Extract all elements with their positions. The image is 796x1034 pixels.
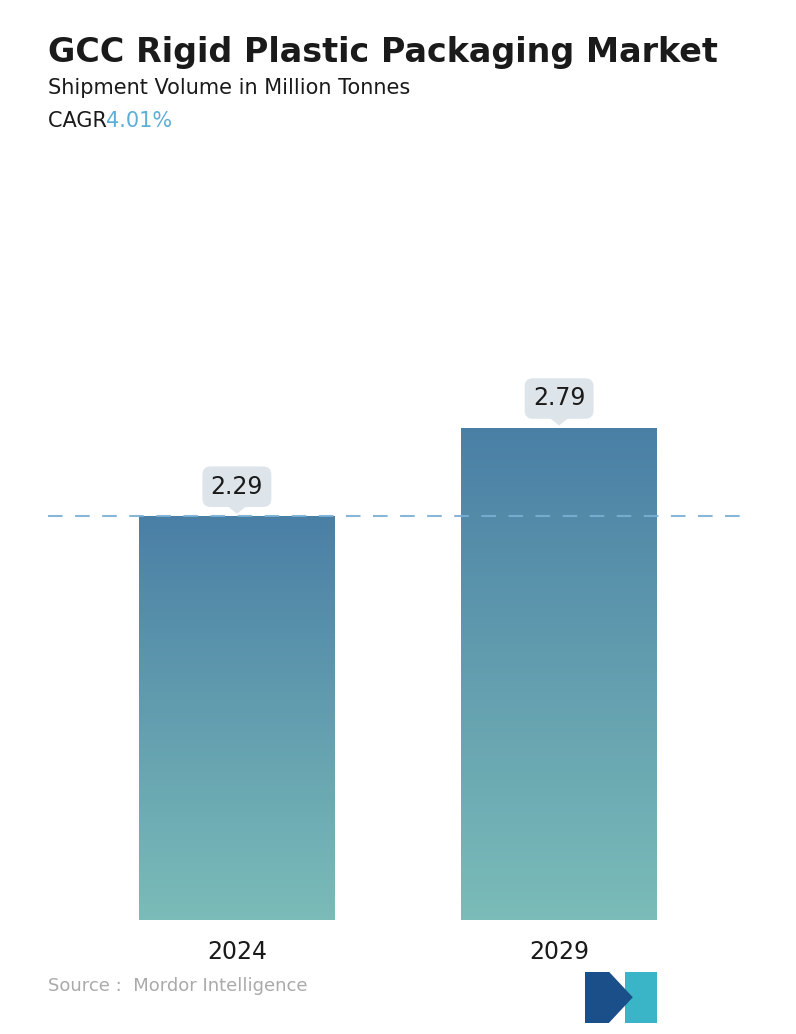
Text: 2.29: 2.29 — [211, 475, 263, 498]
Text: 2.79: 2.79 — [533, 387, 585, 410]
Text: Source :  Mordor Intelligence: Source : Mordor Intelligence — [48, 977, 307, 995]
Text: Shipment Volume in Million Tonnes: Shipment Volume in Million Tonnes — [48, 78, 410, 97]
Polygon shape — [609, 972, 633, 1023]
Polygon shape — [220, 498, 255, 513]
Polygon shape — [625, 972, 657, 1023]
Text: CAGR: CAGR — [48, 111, 113, 130]
Polygon shape — [585, 972, 609, 1023]
Text: GCC Rigid Plastic Packaging Market: GCC Rigid Plastic Packaging Market — [48, 36, 718, 69]
Text: 4.01%: 4.01% — [106, 111, 172, 130]
Polygon shape — [541, 410, 576, 425]
